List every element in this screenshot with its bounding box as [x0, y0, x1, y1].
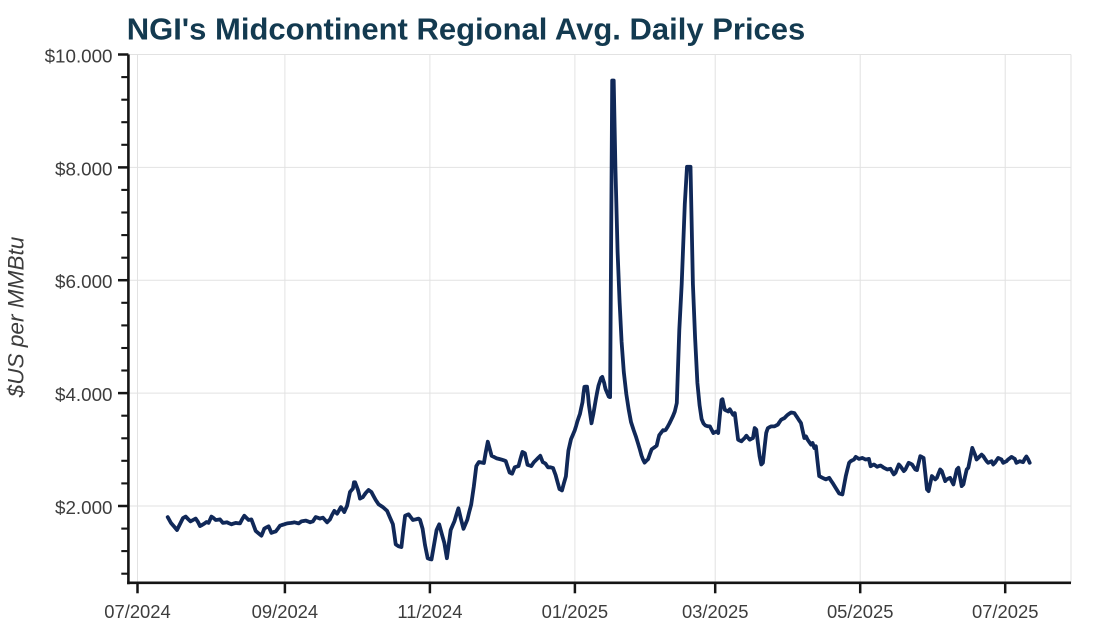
svg-text:07/2024: 07/2024: [104, 601, 170, 622]
svg-text:$8.000: $8.000: [55, 158, 112, 179]
svg-text:05/2025: 05/2025: [827, 601, 893, 622]
svg-text:07/2025: 07/2025: [972, 601, 1038, 622]
svg-text:$10.000: $10.000: [45, 46, 113, 67]
svg-text:$US per MMBtu: $US per MMBtu: [4, 236, 29, 398]
svg-text:$4.000: $4.000: [55, 384, 112, 405]
svg-text:$2.000: $2.000: [55, 497, 112, 518]
svg-text:01/2025: 01/2025: [542, 601, 608, 622]
svg-text:$6.000: $6.000: [55, 271, 112, 292]
svg-text:03/2025: 03/2025: [682, 601, 748, 622]
svg-text:NGI's Midcontinent Regional Av: NGI's Midcontinent Regional Avg. Daily P…: [127, 12, 806, 47]
svg-text:09/2024: 09/2024: [252, 601, 318, 622]
svg-text:11/2024: 11/2024: [397, 601, 462, 622]
